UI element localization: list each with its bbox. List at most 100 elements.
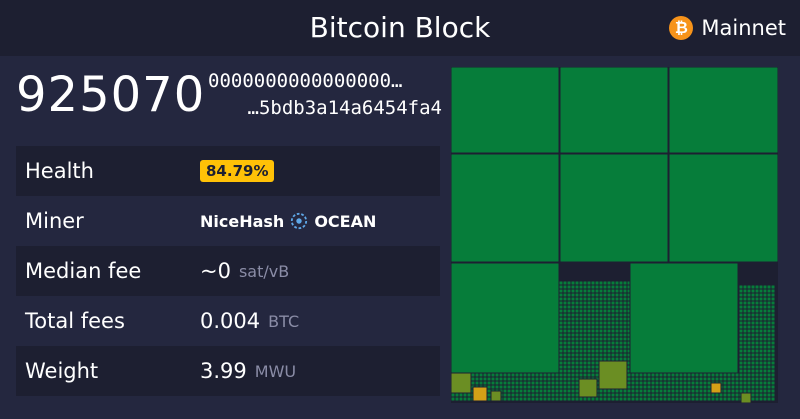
block-hash[interactable]: 0000000000000000… …5bdb3a14a6454fa4 xyxy=(208,68,442,122)
tx-block[interactable] xyxy=(451,262,560,374)
tx-small xyxy=(595,349,599,353)
tx-small xyxy=(735,397,739,401)
tx-small xyxy=(523,397,527,401)
tx-small xyxy=(607,345,611,349)
tx-block[interactable] xyxy=(629,262,739,374)
block-transactions-treemap[interactable] xyxy=(451,67,778,403)
tx-small xyxy=(627,317,631,321)
tx-small xyxy=(579,313,583,317)
tx-block[interactable] xyxy=(451,67,560,154)
network-selector[interactable]: ₿ Mainnet xyxy=(669,14,786,42)
tx-small xyxy=(615,301,619,305)
tx-small xyxy=(543,377,547,381)
tx-small xyxy=(767,385,771,389)
tx-small xyxy=(611,329,615,333)
tx-small xyxy=(619,321,623,325)
tx-block[interactable] xyxy=(668,67,778,154)
tx-small xyxy=(555,397,559,401)
tx-small xyxy=(747,389,751,393)
tx-small xyxy=(695,389,699,393)
tx-small xyxy=(627,361,631,365)
tx-block[interactable] xyxy=(559,153,669,263)
tx-small xyxy=(771,341,775,345)
tx-small xyxy=(575,369,579,373)
tx-small xyxy=(607,285,611,289)
tx-block[interactable] xyxy=(451,153,560,263)
tx-small xyxy=(671,377,675,381)
tx-small xyxy=(727,389,731,393)
tx-small xyxy=(599,297,603,301)
tx-small xyxy=(679,377,683,381)
tx-small xyxy=(555,381,559,385)
tx-small xyxy=(731,377,735,381)
tx-small xyxy=(583,317,587,321)
tx-small xyxy=(767,357,771,361)
tx-small xyxy=(451,393,455,397)
tx-block[interactable] xyxy=(451,372,472,394)
tx-small xyxy=(563,397,567,401)
tx-small xyxy=(663,385,667,389)
tx-small xyxy=(763,293,767,297)
tx-small xyxy=(675,373,679,377)
tx-small xyxy=(663,373,667,377)
tx-block[interactable] xyxy=(598,360,628,390)
tx-small xyxy=(595,285,599,289)
tx-small xyxy=(567,393,571,397)
tx-small xyxy=(627,345,631,349)
tx-small xyxy=(559,293,563,297)
tx-small xyxy=(707,397,711,401)
tx-block[interactable] xyxy=(668,153,778,263)
tx-small xyxy=(591,317,595,321)
tx-small xyxy=(771,285,775,289)
tx-small xyxy=(591,349,595,353)
tx-block[interactable] xyxy=(710,382,722,394)
tx-small xyxy=(483,377,487,381)
tx-small xyxy=(567,317,571,321)
tx-small xyxy=(535,389,539,393)
tx-small xyxy=(671,373,675,377)
tx-small xyxy=(607,393,611,397)
tx-block[interactable] xyxy=(472,386,488,402)
tx-small xyxy=(615,317,619,321)
tx-small xyxy=(627,349,631,353)
health-label: Health xyxy=(25,159,94,183)
tx-small xyxy=(615,389,619,393)
tx-small xyxy=(699,377,703,381)
tx-small xyxy=(731,397,735,401)
tx-small xyxy=(487,385,491,389)
tx-small xyxy=(583,321,587,325)
tx-small xyxy=(587,337,591,341)
tx-small xyxy=(591,289,595,293)
median-fee-unit: sat/vB xyxy=(238,261,290,281)
tx-small xyxy=(539,397,543,401)
tx-small xyxy=(679,393,683,397)
tx-small xyxy=(615,329,619,333)
tx-small xyxy=(603,341,607,345)
tx-small xyxy=(623,345,627,349)
tx-small xyxy=(623,317,627,321)
miner-pool-ocean[interactable]: OCEAN xyxy=(314,211,377,231)
tx-small xyxy=(619,301,623,305)
tx-small xyxy=(603,325,607,329)
tx-block[interactable] xyxy=(740,392,752,403)
tx-small xyxy=(607,397,611,401)
tx-block[interactable] xyxy=(559,67,669,154)
tx-small xyxy=(559,349,563,353)
tx-small xyxy=(579,353,583,357)
weight-unit: MWU xyxy=(254,361,297,381)
tx-block[interactable] xyxy=(490,390,502,402)
tx-small xyxy=(571,357,575,361)
tx-small xyxy=(739,333,743,337)
tx-small xyxy=(607,297,611,301)
tx-small xyxy=(527,373,531,377)
tx-small xyxy=(559,377,563,381)
tx-small xyxy=(575,333,579,337)
tx-small xyxy=(515,389,519,393)
tx-small xyxy=(607,357,611,361)
tx-small xyxy=(735,389,739,393)
tx-block[interactable] xyxy=(578,378,598,398)
tx-small xyxy=(751,289,755,293)
miner-pool-nicehash[interactable]: NiceHash xyxy=(200,211,285,231)
tx-small xyxy=(579,369,583,373)
tx-small xyxy=(743,301,747,305)
